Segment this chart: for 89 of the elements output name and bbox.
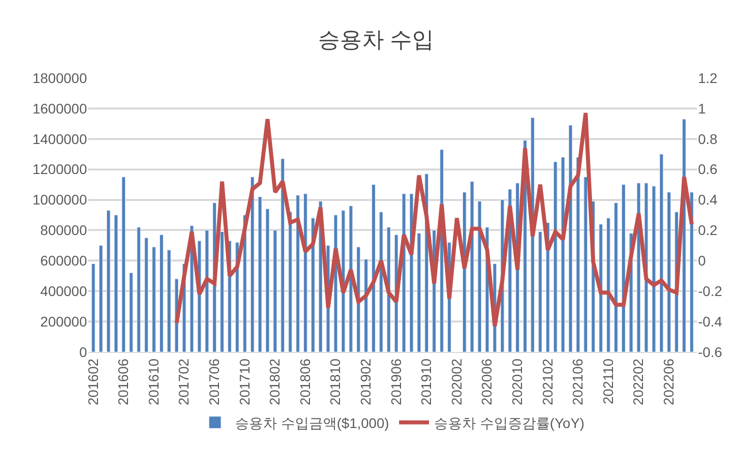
x-tick-label: 201702	[176, 358, 192, 406]
bar	[114, 214, 118, 352]
bar	[288, 212, 292, 352]
y2-tick-label: 0.4	[698, 192, 718, 208]
bar	[129, 272, 134, 352]
bar	[622, 184, 626, 352]
bar	[122, 176, 126, 352]
x-tick-label: 201906	[388, 358, 404, 406]
x-tick-label: 201606	[115, 358, 132, 406]
bar	[364, 258, 368, 352]
bar	[106, 210, 110, 352]
x-tick-label: 202110	[600, 358, 616, 404]
bar	[273, 230, 278, 352]
y2-tick-label: -0.2	[698, 283, 722, 300]
bar	[98, 245, 103, 352]
bar	[478, 201, 482, 352]
x-tick-label: 202206	[660, 358, 677, 406]
y-tick-label: 600000	[40, 252, 88, 269]
x-tick-label: 202202	[630, 358, 646, 406]
x-tick-label: 201706	[206, 358, 222, 406]
y2-tick-label: 1.2	[698, 70, 718, 86]
bar	[266, 208, 270, 352]
x-tick-label: 201710	[236, 358, 252, 406]
legend-label: 승용차 수입증감률(YoY)	[434, 414, 584, 431]
y2-tick-label: -0.6	[698, 344, 722, 360]
bar	[652, 186, 656, 352]
bar	[91, 263, 96, 352]
line-series	[174, 111, 694, 328]
x-tick-label: 202102	[539, 358, 556, 406]
bar	[690, 192, 694, 352]
bar	[598, 224, 603, 352]
bar	[372, 184, 376, 352]
bar	[303, 193, 308, 352]
bar	[584, 176, 588, 352]
x-tick-label: 201602	[84, 358, 101, 406]
x-tick-label: 201806	[296, 358, 313, 406]
y-tick-label: 800000	[40, 222, 88, 238]
y-tick-label: 400000	[40, 283, 88, 300]
y2-tick-label: 0.8	[698, 130, 718, 147]
y2-tick-label: 0.6	[698, 161, 718, 178]
bar	[417, 233, 421, 352]
bar	[470, 181, 474, 352]
bar	[258, 196, 262, 352]
bar	[386, 226, 391, 352]
bar	[152, 246, 156, 352]
bar	[576, 156, 580, 352]
bar	[280, 158, 285, 352]
bar	[568, 124, 572, 352]
bar	[606, 218, 610, 352]
bar	[659, 154, 664, 352]
x-tick-label: 201802	[266, 358, 283, 406]
y-tick-label: 1600000	[32, 100, 88, 116]
x-tick-label: 201902	[358, 358, 374, 406]
x-tick-label: 201610	[145, 358, 162, 406]
x-tick-label: 201810	[327, 358, 344, 406]
bar	[560, 156, 565, 352]
bar	[379, 212, 384, 352]
y2-tick-label: -0.4	[698, 313, 722, 330]
legend-label: 승용차 수입금액($1,000)	[235, 414, 390, 431]
y2-tick-label: 0.2	[698, 222, 718, 238]
bar	[220, 231, 224, 352]
x-tick-label: 201910	[418, 358, 434, 406]
bar	[296, 194, 300, 352]
bar	[553, 161, 558, 352]
y2-tick-label: 1	[698, 100, 706, 116]
bar	[136, 226, 141, 352]
x-tick-label: 202106	[570, 358, 586, 406]
bar	[167, 250, 171, 352]
bar	[538, 231, 542, 352]
x-tick-label: 202006	[478, 358, 495, 406]
chart-title: 승용차 수입	[318, 26, 434, 52]
bar	[341, 210, 346, 352]
bar	[250, 176, 254, 352]
y2-tick-label: 0	[698, 252, 706, 269]
y-tick-label: 1800000	[32, 70, 88, 86]
bar	[667, 192, 671, 352]
bar	[204, 230, 209, 352]
y-tick-label: 200000	[40, 313, 88, 330]
y-tick-label: 1400000	[32, 130, 88, 147]
bar	[614, 202, 618, 352]
y-tick-label: 0	[79, 344, 88, 360]
bar	[348, 206, 353, 352]
bar	[144, 238, 148, 352]
x-tick-label: 202002	[448, 358, 464, 406]
y-tick-label: 1000000	[32, 192, 88, 208]
x-tick-label: 202010	[509, 358, 526, 406]
bar	[311, 218, 315, 352]
bar	[160, 234, 164, 352]
y-tick-label: 1200000	[32, 161, 88, 178]
